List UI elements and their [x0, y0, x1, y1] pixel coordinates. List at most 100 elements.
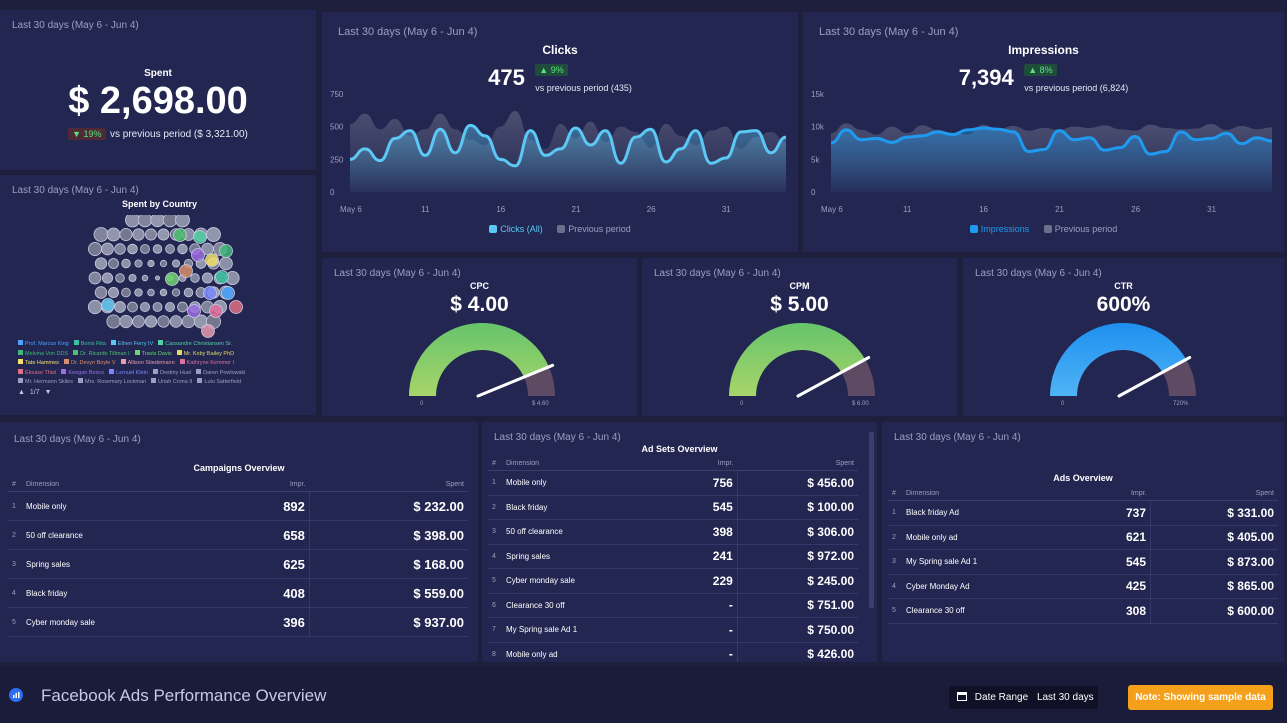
country-bubble[interactable]	[173, 228, 187, 242]
legend-item[interactable]: Dr. Ricardo Tillman I	[73, 349, 130, 360]
col-spent[interactable]: Spent	[1150, 487, 1278, 501]
country-bubble[interactable]	[219, 256, 233, 271]
legend-impressions[interactable]: Impressions	[969, 224, 1029, 234]
legend-previous[interactable]: Previous period	[1043, 224, 1117, 234]
country-bubble[interactable]	[94, 286, 108, 299]
country-bubble[interactable]	[229, 300, 243, 314]
country-bubble[interactable]	[119, 228, 133, 241]
cpm-gauge[interactable]	[642, 320, 957, 416]
country-bubble[interactable]	[101, 272, 114, 284]
legend-item[interactable]: Prof. Marcus King	[18, 340, 69, 350]
country-bubble[interactable]	[88, 242, 102, 256]
legend-item[interactable]: Lulu Satterfield	[197, 378, 241, 388]
country-bubble[interactable]	[140, 244, 150, 254]
country-bubble[interactable]	[94, 257, 108, 270]
cpc-gauge[interactable]	[322, 320, 637, 416]
country-bubble[interactable]	[101, 298, 115, 312]
country-bubble[interactable]	[155, 275, 160, 281]
country-bubble[interactable]	[165, 272, 179, 286]
country-bubble[interactable]	[132, 315, 145, 328]
pager-up-icon[interactable]: ▲	[18, 389, 25, 396]
legend-item[interactable]: Melvina Von DDS	[18, 349, 68, 360]
country-bubble[interactable]	[190, 273, 200, 283]
ctr-gauge[interactable]	[963, 320, 1284, 416]
country-bubble[interactable]	[191, 248, 205, 262]
country-bubble[interactable]	[147, 259, 155, 268]
table-row[interactable]: 3 Spring sales 625 $ 168.00	[8, 549, 468, 579]
legend-item[interactable]: Mr. Koby Bailey PhD	[176, 349, 234, 360]
country-bubble[interactable]	[141, 274, 149, 282]
legend-item[interactable]: Uriah Crona II	[151, 378, 192, 388]
country-bubble[interactable]	[175, 215, 190, 228]
table-row[interactable]: 8 Mobile only ad - $ 426.00	[488, 642, 858, 662]
country-bubble[interactable]	[128, 274, 137, 282]
table-row[interactable]: 7 My Spring sale Ad 1- $ 750.00	[488, 617, 858, 643]
legend-item[interactable]: Dr. Devyn Boyle V	[63, 359, 116, 369]
country-bubble[interactable]	[150, 215, 165, 228]
country-bubble[interactable]	[127, 301, 138, 313]
table-row[interactable]: 1 Mobile only 892 $ 232.00	[8, 491, 468, 521]
col-impr[interactable]: Impr.	[674, 457, 738, 471]
col-impr[interactable]: Impr.	[228, 478, 310, 492]
country-bubble[interactable]	[121, 287, 131, 298]
legend-item[interactable]: Destiny Huel	[152, 368, 191, 379]
country-bubble[interactable]	[209, 304, 223, 318]
country-bubble[interactable]	[132, 228, 145, 241]
legend-item[interactable]: Daren Powlowski	[196, 368, 245, 379]
legend-item[interactable]: Mrs. Rosemary Lockman	[78, 378, 146, 388]
table-row[interactable]: 5 Cyber monday sale 229 $ 245.00	[488, 568, 858, 594]
table-row[interactable]: 2 Black friday 545 $ 100.00	[488, 495, 858, 520]
col-spent[interactable]: Spent	[309, 478, 468, 492]
country-bubble[interactable]	[93, 227, 109, 242]
impressions-area-chart[interactable]: 0 5k 10k 15k May 6 11 16 21 26 31	[803, 88, 1284, 228]
table-row[interactable]: 5 Cyber monday sale 396 $ 937.00	[8, 607, 468, 637]
country-bubble[interactable]	[159, 259, 168, 268]
clicks-area-chart[interactable]: 0 250 500 750 May 6 11 16 21 26 31	[322, 88, 798, 228]
country-bubble[interactable]	[134, 259, 143, 268]
col-spent[interactable]: Spent	[737, 457, 858, 471]
table-row[interactable]: 4 Black friday 408 $ 559.00	[8, 578, 468, 608]
country-bubble[interactable]	[157, 228, 170, 241]
country-bubble[interactable]	[114, 243, 126, 255]
country-bubble[interactable]	[187, 304, 201, 318]
table-row[interactable]: 2 Mobile only ad 621 $ 405.00	[888, 525, 1278, 550]
country-bubble[interactable]	[88, 271, 102, 285]
col-dimension[interactable]: Dimension	[902, 487, 1085, 501]
legend-item[interactable]: Elouise Thiel	[18, 368, 56, 379]
country-bubble[interactable]	[139, 301, 151, 313]
country-bubble-chart[interactable]	[0, 215, 316, 345]
country-bubble[interactable]	[87, 299, 103, 315]
table-row[interactable]: 6 Clearance 30 off - $ 751.00	[488, 593, 858, 618]
adsets-scrollbar[interactable]	[869, 432, 874, 608]
legend-item[interactable]: Keegan Bosco	[61, 368, 104, 379]
country-bubble[interactable]	[106, 314, 121, 329]
legend-pager[interactable]: ▲ 1/7 ▼	[18, 389, 52, 396]
country-bubble[interactable]	[125, 215, 140, 228]
legend-previous[interactable]: Previous period	[557, 224, 631, 234]
country-bubble[interactable]	[219, 244, 233, 258]
country-bubble[interactable]	[114, 301, 126, 313]
legend-item[interactable]: Bonis Rita	[73, 340, 106, 350]
table-row[interactable]: 3 50 off clearance 398 $ 306.00	[488, 519, 858, 545]
country-bubble[interactable]	[165, 244, 175, 254]
country-bubble[interactable]	[108, 258, 119, 269]
country-bubble[interactable]	[193, 230, 207, 244]
country-bubble[interactable]	[106, 227, 121, 242]
legend-item[interactable]: Travis Davis	[134, 349, 172, 360]
col-impr[interactable]: Impr.	[1084, 487, 1151, 501]
country-bubble[interactable]	[202, 272, 213, 284]
legend-item[interactable]: Cassandre Christiansen Sr.	[158, 340, 232, 350]
legend-item[interactable]: Lemuel Klein	[109, 368, 148, 379]
country-bubble[interactable]	[159, 288, 168, 297]
country-bubble[interactable]	[171, 288, 181, 297]
country-bubble[interactable]	[221, 286, 235, 300]
country-bubble[interactable]	[152, 302, 163, 312]
country-bubble[interactable]	[177, 301, 188, 313]
table-row[interactable]: 1 Mobile only 756 $ 456.00	[488, 470, 858, 496]
country-bubble[interactable]	[157, 315, 170, 328]
country-bubble[interactable]	[144, 315, 158, 328]
country-bubble[interactable]	[127, 243, 138, 255]
country-bubble[interactable]	[201, 324, 215, 338]
table-row[interactable]: 1 Black friday Ad 737 $ 331.00	[888, 500, 1278, 526]
country-bubble[interactable]	[215, 270, 229, 284]
